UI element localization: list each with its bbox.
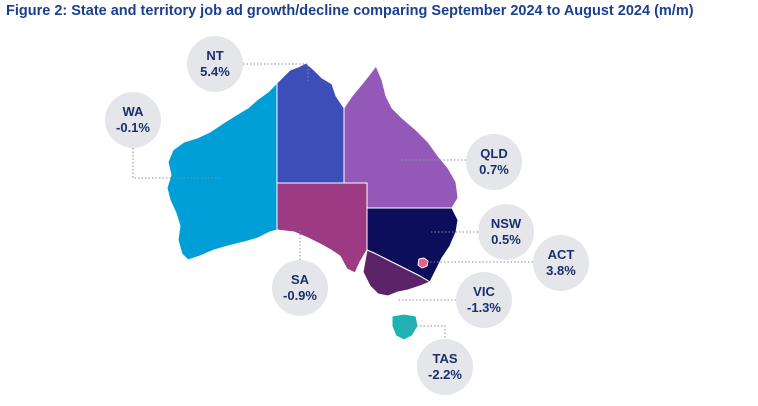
- bubble-qld: QLD 0.7%: [466, 134, 522, 190]
- state-tas: [391, 313, 419, 341]
- bubble-sa-value: -0.9%: [283, 288, 317, 303]
- bubble-wa-value: -0.1%: [116, 120, 150, 135]
- bubble-nsw-value: 0.5%: [491, 232, 521, 247]
- bubble-tas: TAS -2.2%: [417, 339, 473, 395]
- state-nt: [276, 62, 345, 184]
- state-act: [417, 257, 429, 269]
- bubble-sa-label: SA: [290, 272, 310, 287]
- bubble-nt-value: 5.4%: [200, 64, 230, 79]
- figure-title: Figure 2: State and territory job ad gro…: [6, 3, 694, 19]
- bubble-qld-label: QLD: [480, 146, 508, 161]
- bubble-qld-value: 0.7%: [479, 162, 509, 177]
- state-sa: [276, 182, 368, 274]
- bubble-nt: NT 5.4%: [187, 36, 243, 92]
- bubble-nsw-label: NSW: [490, 216, 522, 231]
- bubble-tas-label: TAS: [432, 351, 458, 366]
- bubble-vic: VIC -1.3%: [456, 272, 512, 328]
- bubble-nt-label: NT: [206, 48, 224, 63]
- state-wa: [166, 82, 278, 261]
- bubble-wa: WA -0.1%: [105, 92, 161, 148]
- leader-line-nt: [243, 63, 309, 83]
- bubble-tas-value: -2.2%: [428, 367, 462, 382]
- bubble-sa: SA -0.9%: [272, 260, 328, 316]
- bubble-act-label: ACT: [547, 247, 575, 262]
- state-vic: [362, 249, 431, 297]
- bubble-act-value: 3.8%: [546, 263, 576, 278]
- bubble-nsw: NSW 0.5%: [478, 204, 534, 260]
- bubble-wa-label: WA: [122, 104, 144, 119]
- bubble-act: ACT 3.8%: [533, 235, 589, 291]
- bubble-vic-value: -1.3%: [467, 300, 501, 315]
- bubble-vic-label: VIC: [473, 284, 495, 299]
